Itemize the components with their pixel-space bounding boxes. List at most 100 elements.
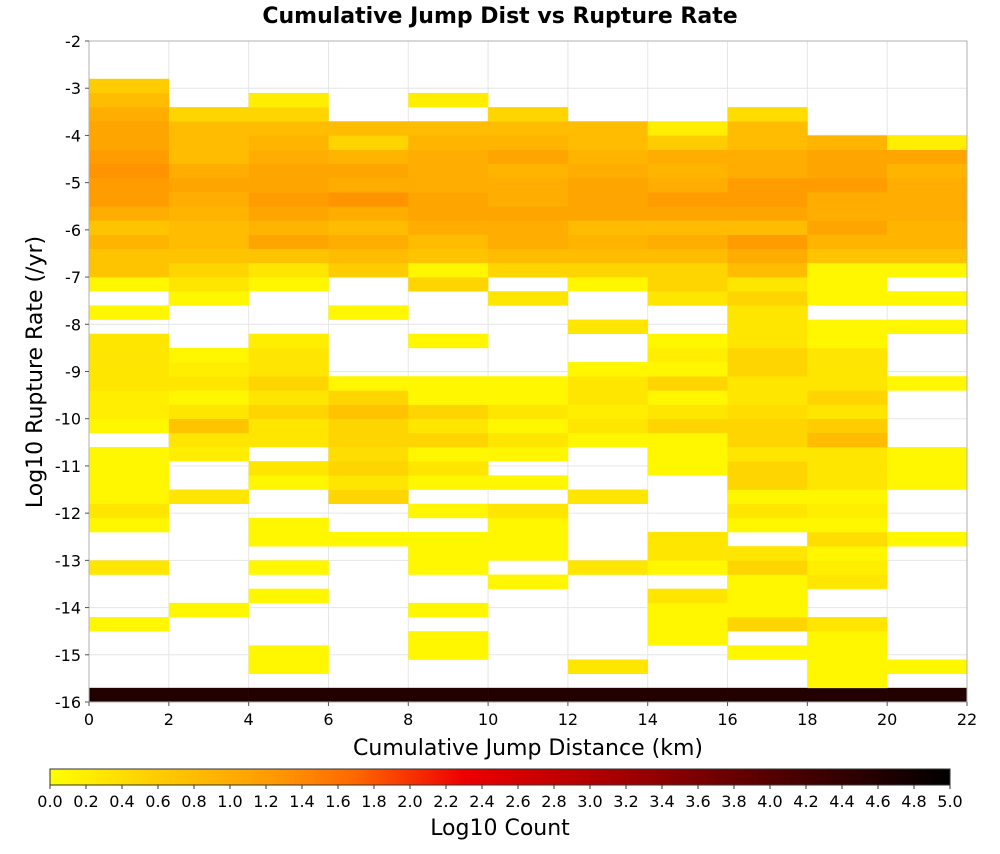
heatmap-cell	[89, 149, 170, 165]
colorbar-tick-label: 0.6	[145, 792, 170, 811]
heatmap-cell	[408, 220, 489, 235]
heatmap-cell	[408, 560, 489, 575]
heatmap-cell	[89, 121, 170, 136]
heatmap-cell	[727, 404, 808, 420]
heatmap-cell	[807, 248, 888, 264]
heatmap-cell	[168, 135, 249, 150]
heatmap-cell	[647, 631, 728, 646]
heatmap-cell	[807, 432, 888, 448]
heatmap-cell	[727, 588, 808, 604]
heatmap-cell	[727, 234, 808, 250]
heatmap-cell	[727, 319, 808, 335]
heatmap-cell	[807, 517, 888, 533]
heatmap-cell	[168, 418, 249, 434]
heatmap-cell	[887, 291, 968, 306]
heatmap-cell	[488, 687, 569, 703]
heatmap-cell	[567, 149, 649, 165]
heatmap-cell	[168, 248, 249, 264]
x-tick-label: 18	[797, 710, 817, 729]
heatmap-cell	[89, 376, 170, 391]
heatmap-cell	[567, 234, 649, 250]
heatmap-cell	[408, 192, 489, 207]
heatmap-cell	[567, 319, 649, 335]
heatmap-cell	[168, 404, 249, 420]
heatmap-cell	[727, 617, 808, 632]
heatmap-cell	[567, 489, 649, 504]
heatmap-cell	[408, 92, 489, 108]
heatmap-cell	[89, 475, 170, 490]
colorbar-tick-label: 3.6	[685, 792, 710, 811]
heatmap-cell	[248, 333, 329, 349]
colorbar-tick-label: 4.2	[793, 792, 818, 811]
heatmap-cell	[488, 163, 569, 179]
heatmap-cell	[647, 262, 728, 278]
heatmap-cell	[248, 461, 329, 476]
colorbar-tick-label: 1.8	[361, 792, 386, 811]
heatmap-cell	[887, 376, 968, 391]
heatmap-cell	[807, 135, 888, 150]
heatmap-cell	[807, 617, 888, 632]
heatmap-cell	[887, 532, 968, 547]
heatmap-cell	[248, 475, 329, 490]
heatmap-cell	[328, 206, 409, 221]
heatmap-cell	[488, 390, 569, 405]
heatmap-cell	[727, 220, 808, 235]
heatmap-cell	[807, 560, 888, 575]
heatmap-cell	[168, 107, 249, 122]
heatmap-cell	[647, 532, 728, 547]
heatmap-cell	[807, 404, 888, 420]
heatmap-cell	[328, 376, 409, 391]
colorbar-tick-label: 2.6	[505, 792, 530, 811]
heatmap-cell	[727, 461, 808, 476]
heatmap-cell	[807, 177, 888, 193]
heatmap-cell	[567, 248, 649, 264]
heatmap-cell	[168, 362, 249, 377]
heatmap-cell	[727, 262, 808, 278]
heatmap-cells	[89, 78, 968, 703]
heatmap-cell	[328, 390, 409, 405]
heatmap-cell	[807, 206, 888, 221]
heatmap-cell	[567, 192, 649, 207]
heatmap-cell	[727, 645, 808, 660]
heatmap-cell	[647, 432, 728, 448]
y-tick-label: -10	[55, 410, 81, 429]
heatmap-cell	[807, 489, 888, 504]
x-tick-label: 16	[717, 710, 737, 729]
heatmap-cell	[807, 362, 888, 377]
heatmap-cell	[328, 687, 409, 703]
heatmap-cell	[248, 163, 329, 179]
y-tick-label: -2	[65, 32, 81, 51]
y-tick-label: -3	[65, 79, 81, 98]
x-axis-ticks: 0 2 4 6 8 10 12 14 16 18 20 22	[84, 702, 977, 729]
heatmap-cell	[328, 404, 409, 420]
heatmap-cell	[647, 220, 728, 235]
heatmap-cell	[807, 574, 888, 589]
heatmap-cell	[408, 532, 489, 547]
heatmap-cell	[887, 475, 968, 490]
heatmap-cell	[248, 149, 329, 165]
heatmap-cell	[887, 461, 968, 476]
x-tick-label: 6	[323, 710, 333, 729]
heatmap-cell	[89, 560, 170, 575]
heatmap-cell	[887, 192, 968, 207]
heatmap-cell	[647, 206, 728, 221]
heatmap-cell	[328, 489, 409, 504]
heatmap-cell	[647, 347, 728, 363]
heatmap-cell	[89, 192, 170, 207]
y-tick-label: -16	[55, 693, 81, 712]
heatmap-cell	[807, 503, 888, 519]
heatmap-cell	[567, 220, 649, 235]
heatmap-cell	[647, 560, 728, 575]
heatmap-cell	[248, 517, 329, 533]
heatmap-cell	[488, 248, 569, 264]
heatmap-cell	[488, 447, 569, 462]
heatmap-cell	[488, 517, 569, 533]
heatmap-cell	[328, 475, 409, 490]
heatmap-cell	[168, 121, 249, 136]
heatmap-cell	[89, 220, 170, 235]
heatmap-cell	[248, 560, 329, 575]
heatmap-cell	[248, 107, 329, 122]
heatmap-cell	[727, 475, 808, 490]
heatmap-cell	[408, 177, 489, 193]
